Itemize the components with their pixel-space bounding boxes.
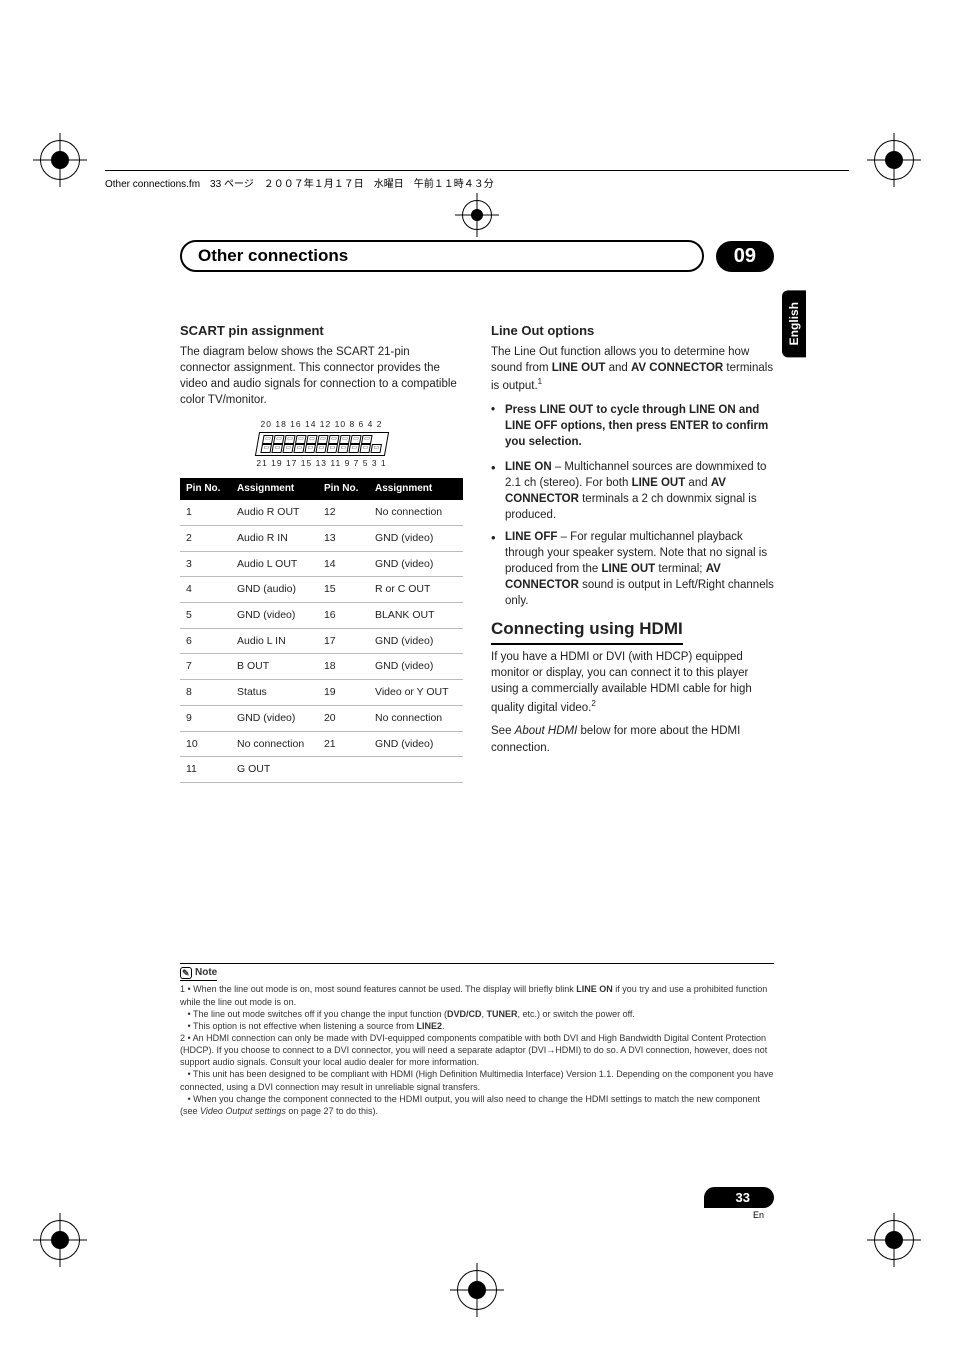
footnote-2: 2 • An HDMI connection can only be made … — [180, 1032, 774, 1117]
left-column: SCART pin assignment The diagram below s… — [180, 322, 463, 783]
table-row: 7B OUT18GND (video) — [180, 654, 463, 680]
lineout-heading: Line Out options — [491, 322, 774, 340]
table-row: 9GND (video)20No connection — [180, 705, 463, 731]
list-item: LINE ON – Multichannel sources are downm… — [505, 459, 774, 523]
hdmi-paragraph-1: If you have a HDMI or DVI (with HDCP) eq… — [491, 649, 774, 715]
table-row: 4GND (audio)15R or C OUT — [180, 577, 463, 603]
table-row: 5GND (video)16BLANK OUT — [180, 603, 463, 629]
th-pin-no: Pin No. — [180, 478, 231, 500]
scart-connector-icon: ▭▭▭▭▭▭▭▭▭▭ ▭▭▭▭▭▭▭▭▭▭▭ — [254, 432, 388, 456]
hdmi-heading: Connecting using HDMI — [491, 617, 683, 645]
table-row: 3Audio L OUT14GND (video) — [180, 551, 463, 577]
scart-bottom-numbers: 21 19 17 15 13 11 9 7 5 3 1 — [180, 458, 463, 470]
table-row: 8Status19Video or Y OUT — [180, 680, 463, 706]
scart-top-numbers: 20 18 16 14 12 10 8 6 4 2 — [180, 419, 463, 431]
th-assignment: Assignment — [231, 478, 318, 500]
lineout-options-list: LINE ON – Multichannel sources are downm… — [491, 459, 774, 610]
th-assignment-2: Assignment — [369, 478, 463, 500]
note-icon — [180, 967, 192, 979]
note-label: Note — [180, 966, 217, 982]
page-language: En — [704, 1210, 764, 1220]
table-row: 10No connection21GND (video) — [180, 731, 463, 757]
chapter-number-badge: 09 — [716, 241, 774, 272]
list-item: LINE OFF – For regular multichannel play… — [505, 529, 774, 609]
chapter-title: Other connections — [180, 240, 704, 272]
scart-intro: The diagram below shows the SCART 21-pin… — [180, 344, 463, 408]
scart-connector-diagram: 20 18 16 14 12 10 8 6 4 2 ▭▭▭▭▭▭▭▭▭▭ ▭▭▭… — [180, 419, 463, 471]
hdmi-paragraph-2: See About HDMI below for more about the … — [491, 723, 774, 755]
scart-heading: SCART pin assignment — [180, 322, 463, 340]
table-row: 1Audio R OUT12No connection — [180, 500, 463, 525]
right-column: Line Out options The Line Out function a… — [491, 322, 774, 783]
th-pin-no-2: Pin No. — [318, 478, 369, 500]
table-row: 6Audio L IN17GND (video) — [180, 628, 463, 654]
language-tab: English — [782, 290, 806, 357]
footnote-1: 1 • When the line out mode is on, most s… — [180, 983, 774, 1032]
pin-assignment-table: Pin No. Assignment Pin No. Assignment 1A… — [180, 478, 463, 783]
footnote-block: Note 1 • When the line out mode is on, m… — [180, 963, 774, 1117]
chapter-title-bar: Other connections 09 — [180, 240, 774, 272]
page-number-badge: 33 — [704, 1187, 774, 1208]
lineout-intro: The Line Out function allows you to dete… — [491, 344, 774, 394]
table-row: 11G OUT — [180, 757, 463, 783]
table-row: 2Audio R IN13GND (video) — [180, 526, 463, 552]
lineout-instruction: Press LINE OUT to cycle through LINE ON … — [491, 402, 774, 450]
page-number-block: 33 En — [704, 1187, 774, 1220]
